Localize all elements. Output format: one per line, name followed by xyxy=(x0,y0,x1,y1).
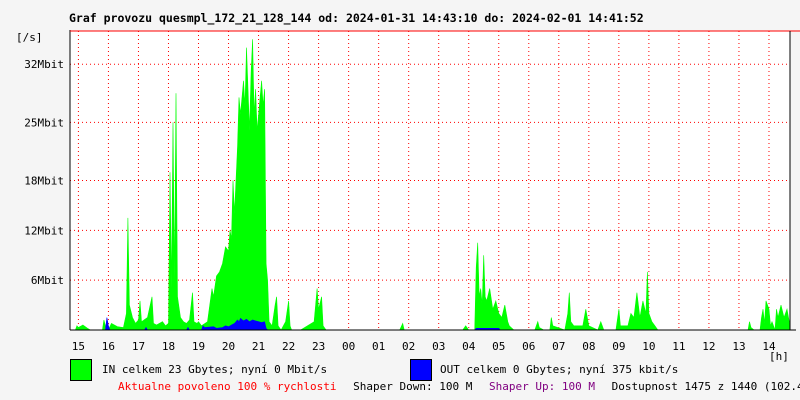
x-tick-label: 22 xyxy=(282,340,295,353)
y-tick-label: 18Mbit xyxy=(24,175,64,188)
x-axis-label: [h] xyxy=(769,350,789,363)
x-tick-label: 18 xyxy=(162,340,175,353)
legend-out-swatch xyxy=(410,359,432,381)
availability-text: Dostupnost 1475 z 1440 (102.4 %) xyxy=(611,380,800,393)
x-tick-label: 06 xyxy=(522,340,535,353)
shaper-up-text: Shaper Up: 100 M xyxy=(489,380,595,393)
y-tick-label: 25Mbit xyxy=(24,116,64,129)
footer: Aktualne povoleno 100 % rychlosti Shaper… xyxy=(118,380,800,393)
x-tick-label: 01 xyxy=(372,340,385,353)
x-tick-label: 14 xyxy=(762,340,776,353)
grid xyxy=(70,31,790,330)
x-tick-label: 05 xyxy=(492,340,505,353)
x-tick-label: 13 xyxy=(732,340,745,353)
shaper-down-text: Shaper Down: 100 M xyxy=(353,380,473,393)
x-tick-label: 07 xyxy=(552,340,565,353)
tick-labels: 6Mbit 12Mbit 18Mbit 25Mbit 32Mbit 15 16 17 18 19 2… xyxy=(24,58,776,353)
x-tick-label: 10 xyxy=(642,340,655,353)
chart-title: Graf provozu quesmpl_172_21_128_144 od: … xyxy=(69,11,644,25)
x-tick-label: 12 xyxy=(702,340,715,353)
x-tick-label: 15 xyxy=(72,340,85,353)
y-tick-label: 12Mbit xyxy=(24,224,64,237)
x-tick-label: 08 xyxy=(582,340,595,353)
y-axis-label: [/s] xyxy=(16,31,43,44)
x-tick-label: 09 xyxy=(612,340,625,353)
x-tick-label: 00 xyxy=(342,340,355,353)
x-tick-label: 04 xyxy=(462,340,476,353)
x-tick-label: 20 xyxy=(222,340,235,353)
allowed-speed-text: Aktualne povoleno 100 % rychlosti xyxy=(118,380,337,393)
y-tick-label: 32Mbit xyxy=(24,58,64,71)
x-tick-label: 11 xyxy=(672,340,685,353)
y-tick-label: 6Mbit xyxy=(31,274,64,287)
x-tick-label: 16 xyxy=(102,340,115,353)
x-tick-label: 03 xyxy=(432,340,445,353)
legend-in-swatch xyxy=(70,359,92,381)
legend-in-label: IN celkem 23 Gbytes; nyní 0 Mbit/s xyxy=(102,363,328,376)
x-tick-label: 17 xyxy=(132,340,145,353)
axes xyxy=(69,30,800,331)
x-tick-label: 19 xyxy=(192,340,205,353)
x-tick-label: 21 xyxy=(252,340,265,353)
x-tick-label: 23 xyxy=(312,340,325,353)
x-tick-label: 02 xyxy=(402,340,415,353)
legend-out-label: OUT celkem 0 Gbytes; nyní 375 kbit/s xyxy=(440,363,679,376)
